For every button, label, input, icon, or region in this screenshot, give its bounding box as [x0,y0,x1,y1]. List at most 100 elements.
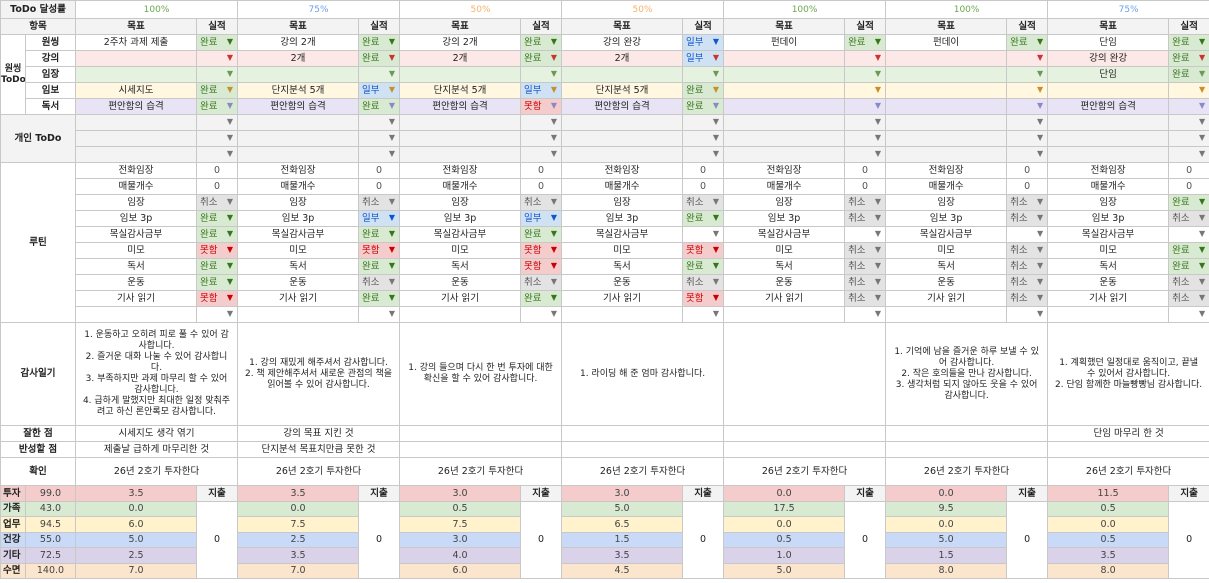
dropdown-arrow-icon[interactable]: ▼ [226,229,234,238]
dropdown-arrow-icon[interactable]: ▼ [388,197,396,206]
goal-cell[interactable] [885,114,1008,131]
routine-count[interactable]: 0 [682,178,725,195]
status-dropdown[interactable]: ▼ [682,146,725,163]
goal-cell[interactable] [723,50,846,67]
routine-count[interactable]: 0 [195,162,239,179]
status-dropdown[interactable]: 취소 ▼ [358,194,401,211]
dropdown-arrow-icon[interactable]: ▼ [226,69,234,78]
goal-cell[interactable]: 단임 [1047,34,1170,51]
dropdown-arrow-icon[interactable]: ▼ [1198,53,1206,62]
status-dropdown[interactable]: 취소 ▼ [682,194,725,211]
time-value[interactable]: 5.0 [75,531,197,548]
dropdown-arrow-icon[interactable]: ▼ [1198,277,1206,286]
status-dropdown[interactable]: 취소 ▼ [844,242,887,259]
status-dropdown[interactable]: ▼ [1006,306,1049,323]
time-value[interactable]: 1.5 [561,531,684,548]
time-value[interactable]: 4.0 [399,547,522,564]
dropdown-arrow-icon[interactable]: ▼ [874,277,882,286]
status-dropdown[interactable]: 완료 ▼ [358,290,401,307]
dropdown-arrow-icon[interactable]: ▼ [226,293,234,302]
status-dropdown[interactable]: 취소 ▼ [358,274,401,291]
status-dropdown[interactable]: 일부 ▼ [520,82,563,99]
dropdown-arrow-icon[interactable]: ▼ [1036,69,1044,78]
goal-cell[interactable]: 2개 [237,50,360,67]
status-dropdown[interactable]: ▼ [1006,66,1049,83]
status-dropdown[interactable]: ▼ [682,66,725,83]
expense-value[interactable]: 0 [682,500,725,579]
dropdown-arrow-icon[interactable]: ▼ [1036,309,1044,318]
status-dropdown[interactable]: 취소 ▼ [844,290,887,307]
goal-cell[interactable]: 펀데이 [723,34,846,51]
goal-cell[interactable]: 편안함의 습격 [75,98,197,115]
goal-cell[interactable] [561,66,684,83]
status-dropdown[interactable]: ▼ [844,114,887,131]
reflect-text[interactable]: 제출날 급하게 마무리한 것 [74,441,239,458]
time-value[interactable]: 0.5 [1047,500,1170,517]
time-value[interactable]: 5.0 [561,500,684,517]
dropdown-arrow-icon[interactable]: ▼ [550,245,558,254]
status-dropdown[interactable]: 완료 ▼ [358,34,401,51]
dropdown-arrow-icon[interactable]: ▼ [550,261,558,270]
dropdown-arrow-icon[interactable]: ▼ [388,213,396,222]
status-dropdown[interactable]: ▼ [195,146,239,163]
status-dropdown[interactable]: 완료 ▼ [195,82,239,99]
reflect-text[interactable] [885,441,1049,458]
status-dropdown[interactable]: 못함 ▼ [682,242,725,259]
dropdown-arrow-icon[interactable]: ▼ [1198,293,1206,302]
time-value[interactable]: 7.0 [75,562,197,579]
dropdown-arrow-icon[interactable]: ▼ [1198,69,1206,78]
time-value[interactable]: 7.0 [237,562,360,579]
status-dropdown[interactable]: 못함 ▼ [682,290,725,307]
expense-value[interactable]: 0 [1006,500,1049,579]
status-dropdown[interactable]: ▼ [844,50,887,67]
status-dropdown[interactable]: ▼ [1168,98,1209,115]
goal-cell[interactable] [723,66,846,83]
status-dropdown[interactable]: ▼ [520,146,563,163]
dropdown-arrow-icon[interactable]: ▼ [388,245,396,254]
routine-count[interactable]: 0 [844,178,887,195]
status-dropdown[interactable]: 완료 ▼ [1168,194,1209,211]
gratitude-text[interactable]: 1. 강의 들으며 다시 한 번 투자에 대한 확신을 할 수 있어 감사합니다… [399,322,563,426]
status-dropdown[interactable]: 취소 ▼ [520,274,563,291]
goal-cell[interactable] [75,114,197,131]
dropdown-arrow-icon[interactable]: ▼ [712,213,720,222]
time-value[interactable]: 0.5 [723,531,846,548]
status-dropdown[interactable]: ▼ [682,306,725,323]
expense-value[interactable]: 0 [195,500,239,579]
status-dropdown[interactable]: 일부 ▼ [358,210,401,227]
dropdown-arrow-icon[interactable]: ▼ [712,37,720,46]
dropdown-arrow-icon[interactable]: ▼ [1036,197,1044,206]
reflect-text[interactable] [723,441,887,458]
routine-count[interactable]: 0 [520,178,563,195]
status-dropdown[interactable]: ▼ [682,130,725,147]
time-value[interactable]: 0.0 [75,500,197,517]
dropdown-arrow-icon[interactable]: ▼ [1036,101,1044,110]
good-text[interactable] [399,425,563,442]
dropdown-arrow-icon[interactable]: ▼ [874,85,882,94]
status-dropdown[interactable]: ▼ [844,306,887,323]
goal-cell[interactable]: 단지분석 5개 [399,82,522,99]
goal-cell[interactable] [885,146,1008,163]
goal-cell[interactable]: 시세지도 [75,82,197,99]
status-dropdown[interactable]: 완료 ▼ [195,258,239,275]
dropdown-arrow-icon[interactable]: ▼ [712,309,720,318]
dropdown-arrow-icon[interactable]: ▼ [388,149,396,158]
dropdown-arrow-icon[interactable]: ▼ [1036,85,1044,94]
time-value[interactable]: 1.5 [885,547,1008,564]
status-dropdown[interactable]: ▼ [520,306,563,323]
dropdown-arrow-icon[interactable]: ▼ [1036,133,1044,142]
status-dropdown[interactable]: ▼ [682,226,725,243]
dropdown-arrow-icon[interactable]: ▼ [226,53,234,62]
dropdown-arrow-icon[interactable]: ▼ [226,197,234,206]
status-dropdown[interactable]: 취소 ▼ [844,194,887,211]
dropdown-arrow-icon[interactable]: ▼ [388,101,396,110]
status-dropdown[interactable]: ▼ [1006,226,1049,243]
good-text[interactable] [885,425,1049,442]
status-dropdown[interactable]: 취소 ▼ [1006,210,1049,227]
reflect-text[interactable] [561,441,725,458]
dropdown-arrow-icon[interactable]: ▼ [1036,37,1044,46]
time-value[interactable]: 0.0 [885,485,1008,502]
dropdown-arrow-icon[interactable]: ▼ [1198,229,1206,238]
status-dropdown[interactable]: 취소 ▼ [195,194,239,211]
time-value[interactable]: 2.5 [75,547,197,564]
